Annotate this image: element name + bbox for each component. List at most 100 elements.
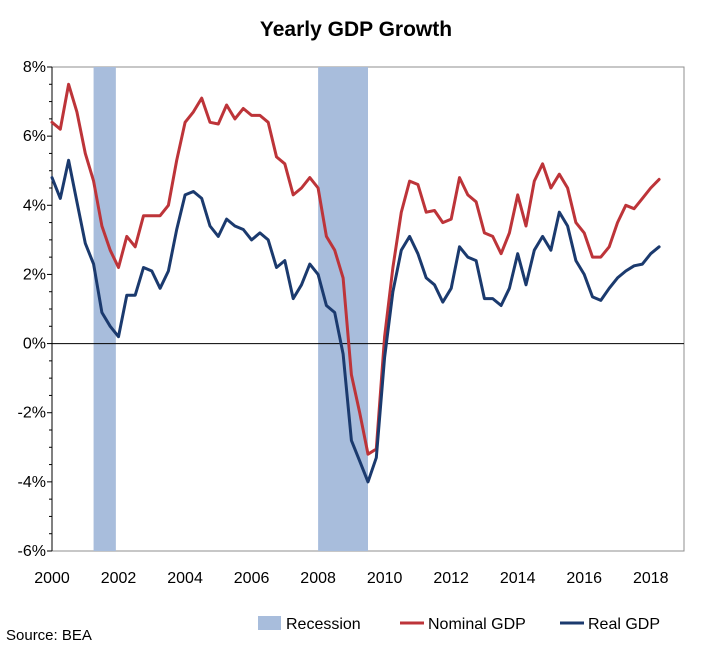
series-line-nominal-gdp (50, 82, 661, 456)
data-point-real-gdp (242, 229, 244, 231)
legend: Recession Nominal GDP Real GDP (258, 616, 660, 633)
data-point-nominal-gdp (68, 83, 70, 85)
data-point-real-gdp (384, 357, 386, 359)
data-point-real-gdp (342, 353, 344, 355)
data-point-real-gdp (509, 287, 511, 289)
recession-bands (93, 67, 368, 551)
data-point-nominal-gdp (276, 156, 278, 158)
data-point-real-gdp (434, 284, 436, 286)
data-point-real-gdp (492, 298, 494, 300)
data-point-nominal-gdp (658, 179, 660, 181)
data-point-nominal-gdp (575, 222, 577, 224)
data-point-nominal-gdp (51, 122, 53, 124)
data-point-nominal-gdp (392, 267, 394, 269)
data-point-real-gdp (367, 481, 369, 483)
data-point-nominal-gdp (184, 122, 186, 124)
data-point-nominal-gdp (600, 256, 602, 258)
data-point-real-gdp (633, 265, 635, 267)
y-tick-label: -4% (18, 474, 46, 491)
x-tick-label: 2000 (34, 570, 70, 587)
data-point-nominal-gdp (76, 111, 78, 113)
data-point-real-gdp (209, 225, 211, 227)
data-point-real-gdp (484, 298, 486, 300)
data-point-real-gdp (600, 300, 602, 302)
data-point-real-gdp (525, 284, 527, 286)
data-point-real-gdp (267, 239, 269, 241)
data-point-real-gdp (76, 201, 78, 203)
data-point-real-gdp (534, 249, 536, 251)
x-tick-labels: 2000 2002 2004 2006 2008 2010 2012 2014 2016 2018 (34, 570, 668, 587)
data-point-real-gdp (84, 243, 86, 245)
recession-band-2 (318, 67, 368, 551)
data-point-real-gdp (658, 246, 660, 248)
data-point-nominal-gdp (234, 118, 236, 120)
data-point-real-gdp (68, 160, 70, 162)
data-point-real-gdp (642, 263, 644, 265)
recession-band-1 (93, 67, 116, 551)
data-point-real-gdp (259, 232, 261, 234)
data-point-nominal-gdp (558, 173, 560, 175)
chart-title: Yearly GDP Growth (260, 18, 452, 41)
data-point-real-gdp (168, 270, 170, 272)
data-point-real-gdp (475, 260, 477, 262)
data-point-real-gdp (459, 246, 461, 248)
data-point-real-gdp (376, 457, 378, 459)
data-point-real-gdp (51, 177, 53, 179)
data-point-nominal-gdp (475, 201, 477, 203)
data-point-real-gdp (184, 194, 186, 196)
data-point-real-gdp (60, 198, 62, 200)
series-line-real-gdp (50, 158, 661, 484)
data-point-real-gdp (309, 263, 311, 265)
data-point-nominal-gdp (384, 336, 386, 338)
data-point-nominal-gdp (467, 194, 469, 196)
data-point-nominal-gdp (617, 222, 619, 224)
data-point-real-gdp (292, 298, 294, 300)
y-tick-label: 8% (23, 59, 46, 76)
legend-real-label: Real GDP (588, 616, 660, 633)
data-point-nominal-gdp (342, 277, 344, 279)
x-tick-label: 2006 (234, 570, 270, 587)
data-point-real-gdp (617, 277, 619, 279)
data-point-nominal-gdp (592, 256, 594, 258)
data-point-nominal-gdp (60, 128, 62, 130)
y-tick-label: -6% (18, 543, 46, 560)
legend-nominal-label: Nominal GDP (428, 616, 526, 633)
x-tick-label: 2008 (300, 570, 336, 587)
data-point-nominal-gdp (201, 97, 203, 99)
data-point-nominal-gdp (193, 111, 195, 113)
data-point-real-gdp (276, 267, 278, 269)
data-point-nominal-gdp (267, 122, 269, 124)
data-point-real-gdp (118, 336, 120, 338)
legend-recession-swatch (258, 616, 281, 630)
legend-recession-label: Recession (286, 616, 361, 633)
data-point-real-gdp (450, 287, 452, 289)
data-point-real-gdp (284, 260, 286, 262)
series-lines (50, 82, 661, 484)
data-point-nominal-gdp (517, 194, 519, 196)
x-tick-label: 2010 (367, 570, 403, 587)
data-point-nominal-gdp (251, 115, 253, 117)
data-point-nominal-gdp (642, 198, 644, 200)
data-point-real-gdp (143, 267, 145, 269)
data-point-real-gdp (201, 198, 203, 200)
y-tick-label: 4% (23, 197, 46, 214)
data-point-nominal-gdp (326, 236, 328, 238)
data-point-nominal-gdp (301, 187, 303, 189)
data-point-nominal-gdp (84, 153, 86, 155)
data-point-nominal-gdp (351, 374, 353, 376)
data-point-nominal-gdp (367, 453, 369, 455)
x-tick-label: 2018 (633, 570, 669, 587)
data-point-real-gdp (417, 253, 419, 255)
data-point-nominal-gdp (159, 215, 161, 217)
data-point-real-gdp (575, 260, 577, 262)
data-point-real-gdp (592, 296, 594, 298)
data-point-nominal-gdp (101, 225, 103, 227)
data-point-nominal-gdp (284, 163, 286, 165)
data-point-nominal-gdp (118, 267, 120, 269)
data-point-real-gdp (301, 284, 303, 286)
data-point-nominal-gdp (209, 122, 211, 124)
data-point-nominal-gdp (334, 249, 336, 251)
data-point-nominal-gdp (242, 108, 244, 110)
data-point-real-gdp (608, 287, 610, 289)
